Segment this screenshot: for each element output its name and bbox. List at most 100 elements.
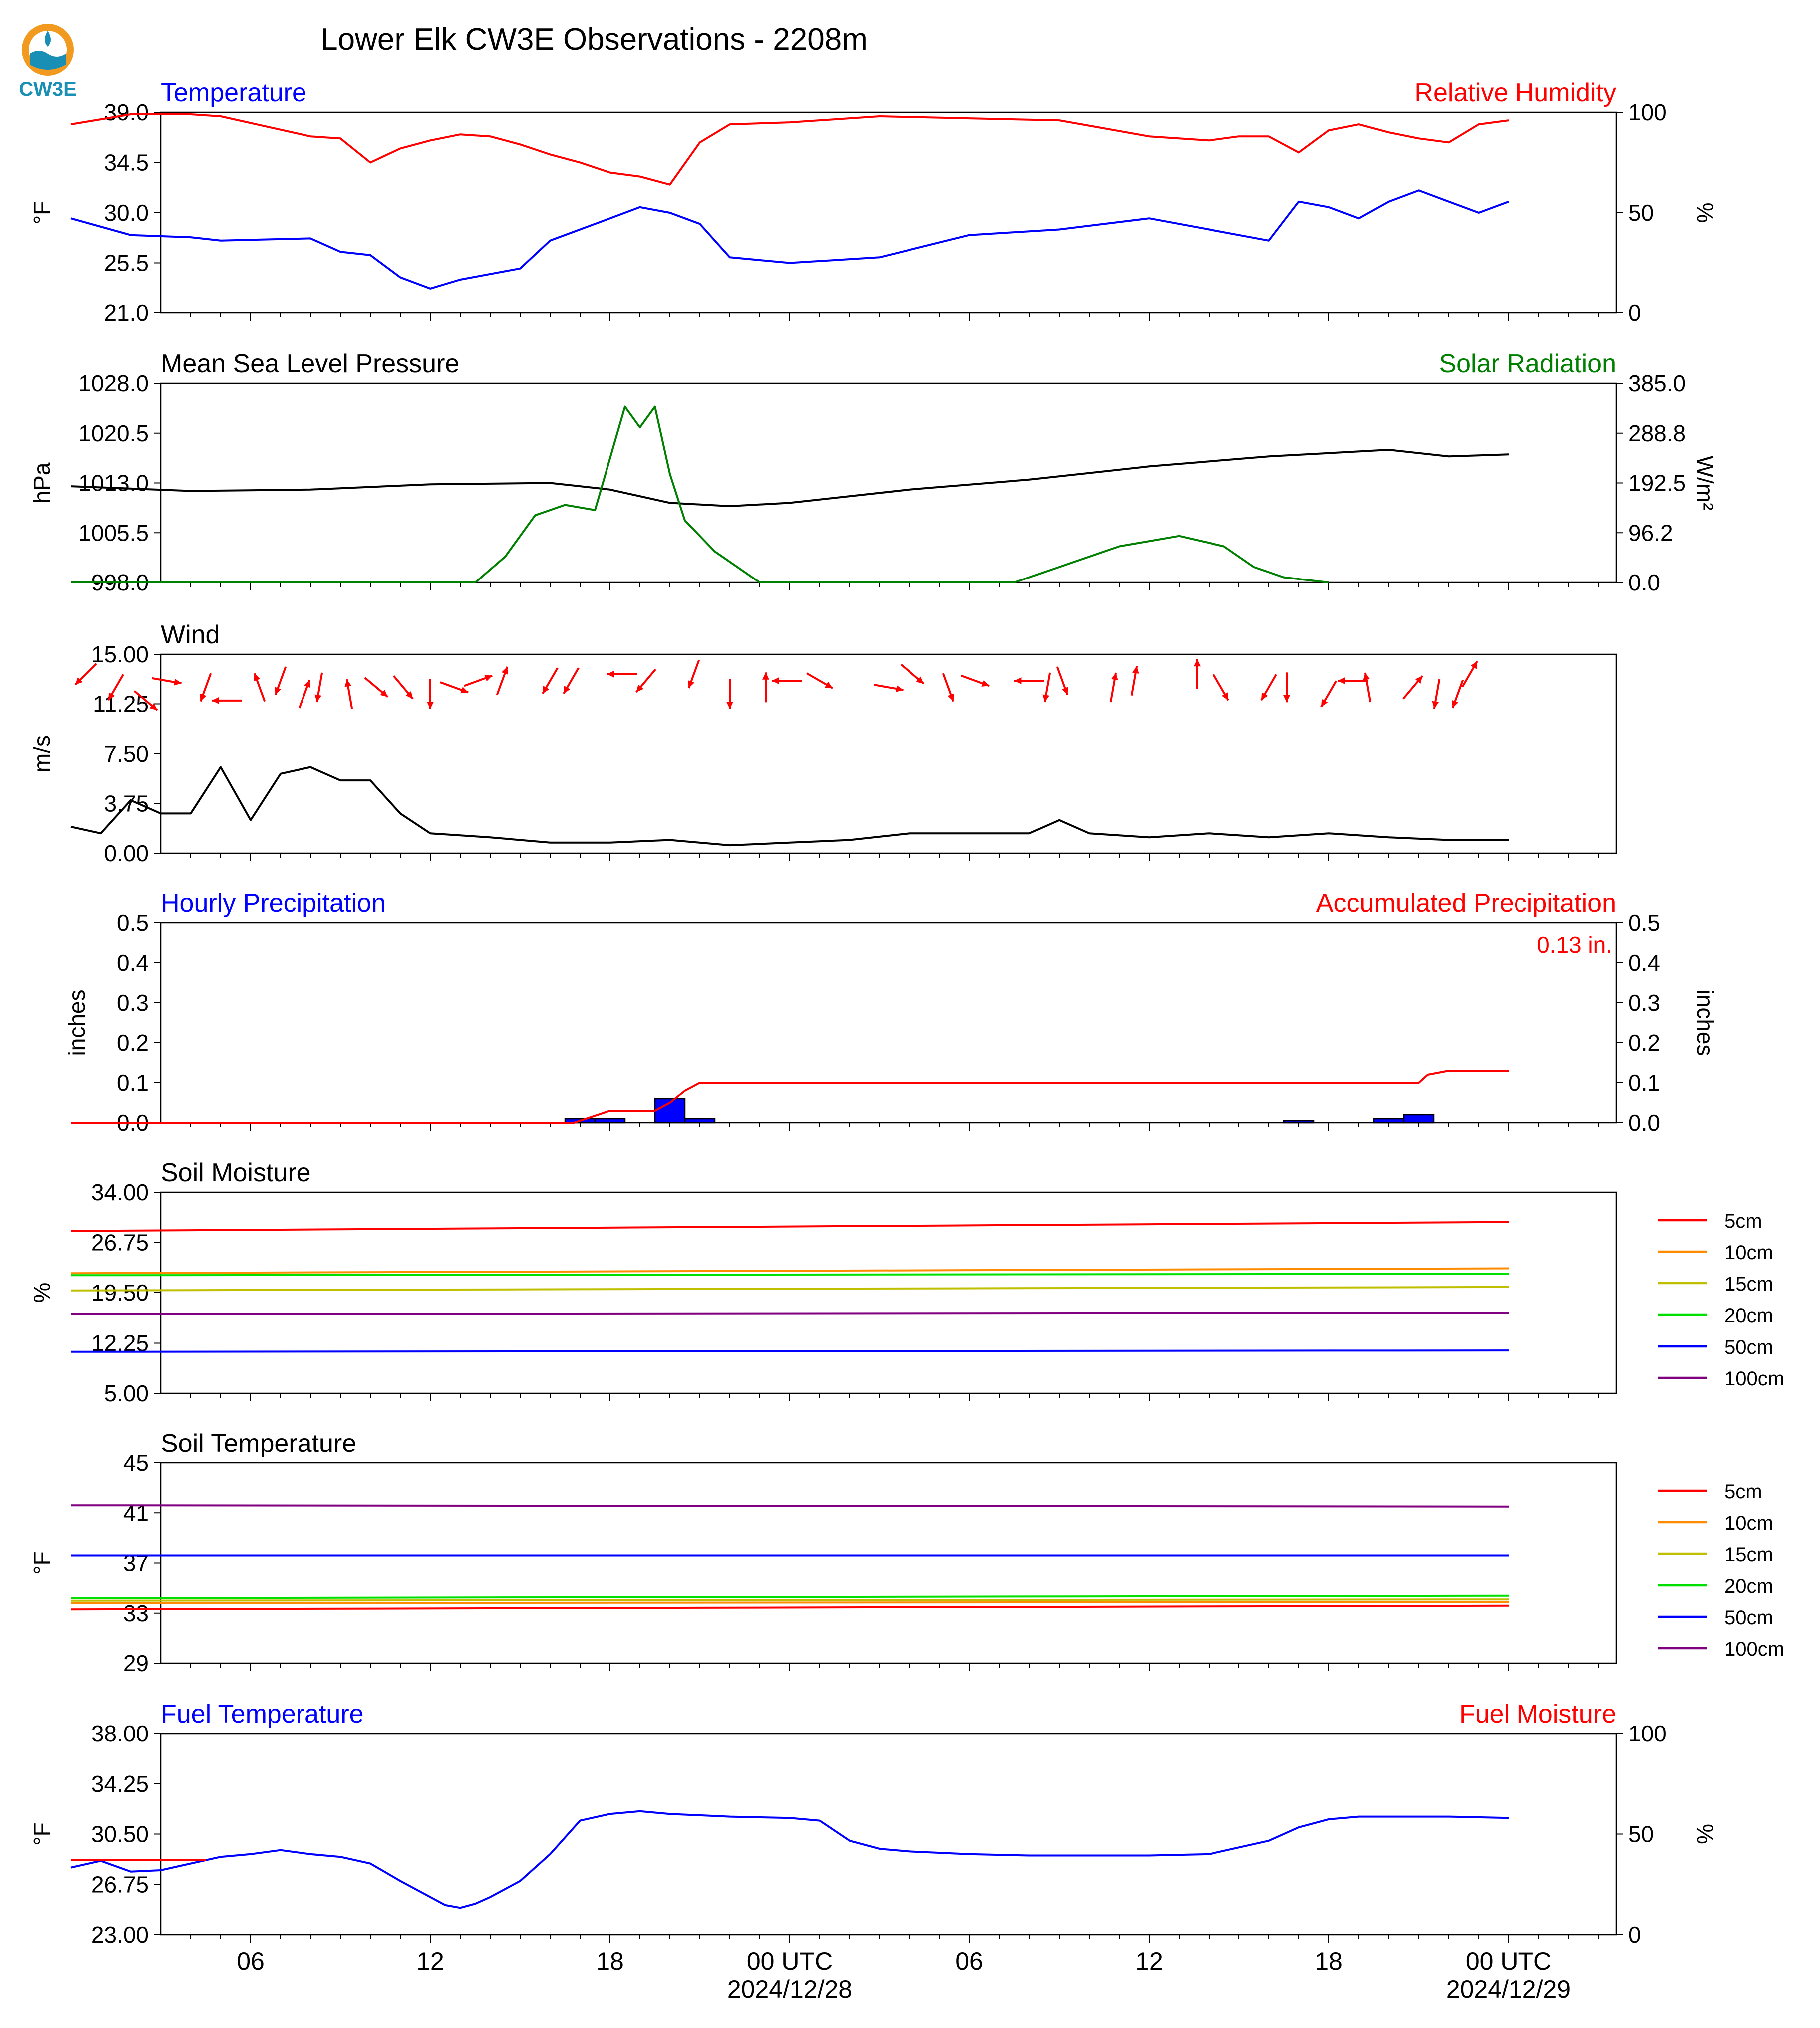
- panel-title-left: Soil Moisture: [161, 1159, 311, 1187]
- series-line-fuel-temperature: [70, 1810, 1509, 1909]
- wind-arrow: [762, 672, 769, 703]
- precip-bar: [684, 1118, 716, 1124]
- y-tick-label-left: 0.3: [117, 990, 149, 1016]
- wind-arrow-head: [947, 693, 954, 702]
- y-tick-label-right: 0.4: [1628, 950, 1660, 976]
- wind-arrow-head: [1452, 700, 1459, 708]
- y-tick-label-left: 1013.0: [78, 470, 149, 496]
- wind-arrow-head: [1261, 692, 1268, 701]
- wind-arrow: [687, 659, 700, 689]
- y-tick-label-left: 1005.5: [78, 520, 149, 546]
- panel-6: 45 41 37 33 29 Soil Temperature °F 5cm 10cm 15cm 2…: [29, 1429, 1784, 1676]
- cw3e-logo: CW3E: [19, 24, 77, 100]
- wind-arrow: [900, 663, 925, 685]
- precip-bar: [1283, 1120, 1315, 1124]
- wind-arrow: [1194, 659, 1201, 689]
- plot-frame: [160, 1733, 1617, 1936]
- y-tick-label-right: 0: [1628, 1922, 1641, 1948]
- page-title: Lower Elk CW3E Observations - 2208m: [320, 22, 868, 57]
- wind-arrow-head: [1338, 677, 1345, 684]
- wind-arrow-head: [916, 676, 924, 684]
- wind-arrow: [314, 672, 323, 703]
- wind-arrow: [133, 690, 158, 711]
- y-axis-label-left: m/s: [29, 735, 55, 772]
- wind-arrow: [212, 697, 242, 704]
- wind-arrow-head: [762, 672, 769, 680]
- y-tick-label-left: 3.75: [104, 791, 149, 817]
- wind-arrow-head: [1042, 694, 1050, 702]
- legend-label-50cm: 50cm: [1724, 1336, 1773, 1358]
- panel-title-left: Hourly Precipitation: [161, 889, 386, 918]
- legend-label-15cm: 15cm: [1724, 1273, 1773, 1295]
- y-tick-label-right: 192.5: [1628, 470, 1686, 496]
- y-tick-label-left: 26.75: [91, 1871, 149, 1897]
- y-tick-label-left: 0.00: [104, 840, 149, 866]
- wind-arrow-head: [1221, 692, 1228, 701]
- y-tick-label-left: 23.00: [91, 1922, 149, 1948]
- legend-label-5cm: 5cm: [1724, 1210, 1762, 1232]
- wind-arrow: [464, 674, 493, 687]
- series-line-20cm: [70, 1594, 1509, 1599]
- legend-label-20cm: 20cm: [1724, 1305, 1773, 1327]
- wind-arrow-head: [405, 691, 413, 699]
- wind-arrow-head: [460, 687, 469, 694]
- series-line-100cm: [70, 1504, 1509, 1508]
- y-tick-label-right: 96.2: [1628, 520, 1673, 546]
- wind-arrow-head: [149, 703, 157, 711]
- y-tick-label-left: 0.1: [117, 1070, 149, 1096]
- panel-title-left: Wind: [161, 620, 220, 649]
- series-line-temperature: [70, 189, 1509, 290]
- wind-arrow: [1014, 677, 1044, 684]
- wind-arrow-head: [200, 693, 207, 702]
- wind-arrow-head: [1321, 699, 1328, 707]
- precip-bar: [1373, 1118, 1405, 1124]
- wind-arrow: [1451, 679, 1464, 709]
- series-line-relative-humidity: [70, 113, 1509, 186]
- logo-wave-icon: [30, 51, 66, 70]
- wind-arrow-head: [314, 694, 322, 702]
- accumulated-precip-line: [71, 1070, 1509, 1124]
- wind-arrow: [393, 675, 414, 700]
- y-tick-label-left: 34.00: [91, 1179, 149, 1205]
- series-line-20cm: [70, 1273, 1509, 1277]
- precip-bar: [1403, 1114, 1435, 1124]
- logo-text: CW3E: [19, 78, 77, 100]
- wind-arrow: [1056, 666, 1069, 695]
- wind-arrow-head: [1194, 659, 1201, 667]
- y-axis-label-right: W/m²: [1692, 456, 1718, 511]
- y-tick-label-right: 100: [1628, 1721, 1667, 1746]
- y-tick-label-right: 0.5: [1628, 910, 1660, 936]
- wind-arrow: [1283, 672, 1290, 703]
- y-axis-label-right: %: [1692, 1824, 1718, 1844]
- wind-arrow-head: [254, 673, 261, 682]
- y-tick-label-left: 0.4: [117, 950, 149, 976]
- legend-label-10cm: 10cm: [1724, 1242, 1773, 1264]
- wind-arrow: [1338, 677, 1368, 684]
- wind-arrow-head: [75, 677, 83, 685]
- legend-label-20cm: 20cm: [1724, 1575, 1773, 1597]
- x-tick-label: 18: [1315, 1947, 1343, 1975]
- wind-arrow: [607, 670, 637, 678]
- wind-arrow-head: [501, 666, 508, 675]
- y-axis-label-right: inches: [1692, 990, 1718, 1056]
- y-tick-label-left: 34.5: [104, 150, 149, 176]
- y-tick-label-right: 0.3: [1628, 990, 1660, 1016]
- wind-arrow-head: [1283, 695, 1290, 703]
- series-line-100cm: [70, 1312, 1509, 1315]
- legend-label-15cm: 15cm: [1724, 1544, 1773, 1566]
- wind-arrow: [199, 673, 212, 702]
- x-tick-label: 18: [596, 1947, 624, 1975]
- wind-arrow-head: [636, 684, 644, 692]
- series-line-15cm: [70, 1286, 1509, 1292]
- y-tick-label-right: 288.8: [1628, 420, 1686, 446]
- y-tick-label-right: 0.2: [1628, 1030, 1660, 1056]
- plot-frame: [160, 922, 1617, 1124]
- y-tick-label-left: 29: [123, 1650, 149, 1676]
- wind-arrow: [563, 667, 580, 695]
- wind-arrow-head: [484, 675, 493, 682]
- y-tick-label-left: 45: [123, 1450, 149, 1476]
- y-tick-label-left: 1028.0: [78, 370, 149, 396]
- x-tick-label: 06: [955, 1947, 983, 1975]
- wind-arrow-head: [1061, 687, 1068, 695]
- wind-arrow: [1402, 675, 1423, 700]
